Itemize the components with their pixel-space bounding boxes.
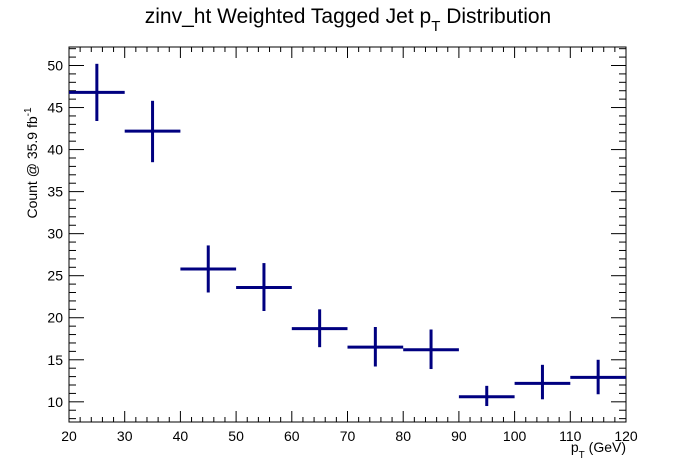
y-tick-label: 15 [47,352,63,368]
x-axis-ticks [68,47,627,422]
data-point [180,245,237,293]
x-axis-tick-labels: 20 30 40 50 60 70 80 90 100 110 120 [61,428,638,444]
y-tick-label: 10 [47,394,63,410]
x-tick-label: 100 [503,428,527,444]
y-tick-label: 45 [47,100,63,116]
x-tick-label: 20 [61,428,77,444]
data-point [124,100,181,163]
x-axis-title-main: p [571,439,579,455]
x-tick-label: 60 [284,428,300,444]
data-point [347,326,404,367]
y-tick-label: 30 [47,226,63,242]
chart-title-rest: Distribution [440,5,551,28]
y-axis-tick-labels: 10 15 20 25 30 35 40 45 50 [47,57,63,409]
x-tick-label: 120 [614,428,638,444]
y-axis-title-superscript: -1 [23,107,34,116]
x-axis-title-rest: (GeV) [585,439,626,455]
x-axis-title: pT (GeV) [571,439,626,461]
x-tick-label: 30 [117,428,133,444]
data-point [514,364,571,400]
x-tick-label: 90 [451,428,467,444]
y-tick-label: 20 [47,310,63,326]
x-tick-label: 40 [173,428,189,444]
y-tick-label: 50 [47,57,63,73]
x-tick-label: 50 [228,428,244,444]
x-tick-label: 70 [340,428,356,444]
y-axis-title: Count @ 35.9 fb-1 [23,107,40,219]
y-tick-label: 25 [47,268,63,284]
data-point [236,263,292,312]
chart-title-main: zinv_ht Weighted Tagged Jet p [145,5,431,28]
data-point [570,359,626,395]
chart-title: zinv_ht Weighted Tagged Jet pT Distribut… [145,5,552,35]
data-point [69,63,125,121]
x-tick-label: 80 [395,428,411,444]
y-tick-label: 40 [47,142,63,158]
data-point [291,309,348,348]
y-tick-label: 35 [47,184,63,200]
y-axis-ticks [69,48,626,420]
chart-title-subscript: T [431,18,440,35]
x-tick-label: 110 [559,428,582,444]
data-point [458,385,515,407]
y-axis-title-main: Count @ 35.9 fb [24,116,40,218]
x-axis-title-subscript: T [579,450,585,461]
data-points [69,63,626,407]
data-point [403,329,459,370]
